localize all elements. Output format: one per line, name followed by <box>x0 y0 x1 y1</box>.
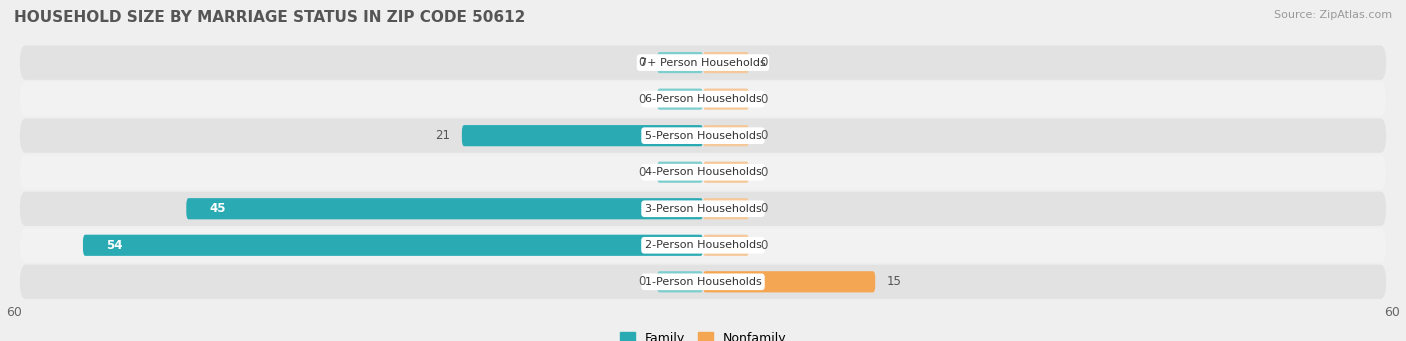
Text: 5-Person Households: 5-Person Households <box>644 131 762 141</box>
Legend: Family, Nonfamily: Family, Nonfamily <box>614 327 792 341</box>
Text: 0: 0 <box>761 202 768 215</box>
FancyBboxPatch shape <box>20 192 1386 226</box>
FancyBboxPatch shape <box>703 52 749 73</box>
FancyBboxPatch shape <box>657 52 703 73</box>
Text: 0: 0 <box>638 56 645 69</box>
Text: 1-Person Households: 1-Person Households <box>644 277 762 287</box>
Text: 4-Person Households: 4-Person Households <box>644 167 762 177</box>
Text: HOUSEHOLD SIZE BY MARRIAGE STATUS IN ZIP CODE 50612: HOUSEHOLD SIZE BY MARRIAGE STATUS IN ZIP… <box>14 10 526 25</box>
Text: 0: 0 <box>761 93 768 106</box>
Text: 0: 0 <box>638 93 645 106</box>
FancyBboxPatch shape <box>20 265 1386 299</box>
FancyBboxPatch shape <box>703 198 749 219</box>
FancyBboxPatch shape <box>703 271 875 292</box>
FancyBboxPatch shape <box>20 45 1386 80</box>
Text: 54: 54 <box>105 239 122 252</box>
FancyBboxPatch shape <box>20 119 1386 153</box>
Text: 2-Person Households: 2-Person Households <box>644 240 762 250</box>
Text: Source: ZipAtlas.com: Source: ZipAtlas.com <box>1274 10 1392 20</box>
FancyBboxPatch shape <box>703 235 749 256</box>
FancyBboxPatch shape <box>703 162 749 183</box>
FancyBboxPatch shape <box>657 271 703 292</box>
FancyBboxPatch shape <box>20 82 1386 116</box>
FancyBboxPatch shape <box>20 155 1386 189</box>
Text: 0: 0 <box>761 129 768 142</box>
FancyBboxPatch shape <box>461 125 703 146</box>
FancyBboxPatch shape <box>186 198 703 219</box>
Text: 45: 45 <box>209 202 226 215</box>
Text: 0: 0 <box>761 166 768 179</box>
Text: 21: 21 <box>436 129 450 142</box>
FancyBboxPatch shape <box>703 125 749 146</box>
Text: 3-Person Households: 3-Person Households <box>644 204 762 214</box>
Text: 0: 0 <box>761 56 768 69</box>
Text: 0: 0 <box>638 166 645 179</box>
Text: 0: 0 <box>638 275 645 288</box>
FancyBboxPatch shape <box>83 235 703 256</box>
Text: 0: 0 <box>761 239 768 252</box>
Text: 7+ Person Households: 7+ Person Households <box>640 58 766 68</box>
FancyBboxPatch shape <box>657 162 703 183</box>
FancyBboxPatch shape <box>657 89 703 110</box>
Text: 15: 15 <box>887 275 901 288</box>
FancyBboxPatch shape <box>20 228 1386 263</box>
FancyBboxPatch shape <box>703 89 749 110</box>
Text: 6-Person Households: 6-Person Households <box>644 94 762 104</box>
